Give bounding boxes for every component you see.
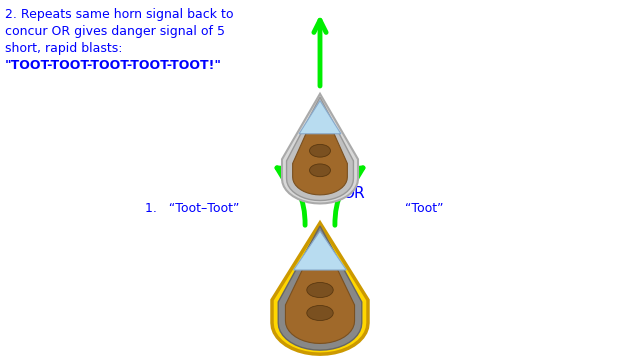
Polygon shape [287,97,353,201]
Ellipse shape [307,306,333,320]
Polygon shape [299,100,341,134]
Ellipse shape [310,144,330,157]
Ellipse shape [307,283,333,297]
Text: 2. Repeats same horn signal back to: 2. Repeats same horn signal back to [5,8,234,21]
Text: 1.   “Toot–Toot”: 1. “Toot–Toot” [145,202,239,215]
Text: "TOOT-TOOT-TOOT-TOOT-TOOT!": "TOOT-TOOT-TOOT-TOOT-TOOT!" [5,59,222,72]
Text: OR: OR [342,186,365,201]
Text: short, rapid blasts:: short, rapid blasts: [5,42,122,55]
Ellipse shape [310,164,330,177]
Polygon shape [272,223,368,354]
Polygon shape [292,102,348,195]
Polygon shape [278,226,362,350]
Polygon shape [285,233,355,343]
Text: concur OR gives danger signal of 5: concur OR gives danger signal of 5 [5,25,225,38]
Polygon shape [294,231,346,270]
Ellipse shape [292,330,348,348]
Polygon shape [282,94,358,203]
Ellipse shape [299,184,341,199]
Text: “Toot”: “Toot” [405,202,444,215]
